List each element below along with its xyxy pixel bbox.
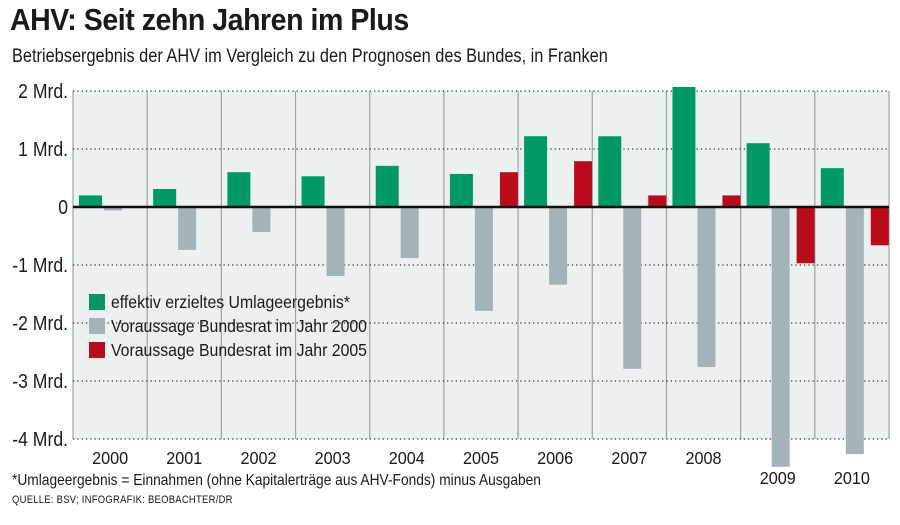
bar-voraussage-bundesrat-im-jahr-2005-2009: [796, 207, 815, 264]
bar-voraussage-bundesrat-im-jahr-2000-2009: [771, 207, 790, 467]
x-tick-label: 2004: [389, 448, 425, 468]
x-tick-label: 2001: [166, 448, 202, 468]
legend-swatch: [89, 294, 105, 310]
bar-voraussage-bundesrat-im-jahr-2000-2001: [178, 207, 197, 250]
y-tick-label: -3 Mrd.: [12, 370, 68, 392]
x-tick-label: 2005: [463, 448, 499, 468]
bar-effektiv-erzieltes-umlageergebnis-2001: [153, 189, 177, 207]
x-tick-label: 2008: [686, 448, 722, 468]
bar-voraussage-bundesrat-im-jahr-2005-2007: [648, 195, 667, 207]
bar-effektiv-erzieltes-umlageergebnis-2003: [301, 176, 325, 207]
bar-effektiv-erzieltes-umlageergebnis-2002: [227, 172, 251, 207]
x-tick-label: 2000: [92, 448, 128, 468]
legend: effektiv erzieltes Umlageergebnis* Voraus…: [89, 292, 367, 360]
source-credit: QUELLE: BSV; INFOGRAFIK: BEOBACHTER/DR: [12, 494, 233, 506]
chart-subtitle: Betriebsergebnis der AHV im Vergleich zu…: [12, 46, 608, 67]
bar-effektiv-erzieltes-umlageergebnis-2005: [449, 173, 473, 207]
y-tick-label: -4 Mrd.: [12, 428, 68, 450]
bar-effektiv-erzieltes-umlageergebnis-2000: [79, 195, 102, 207]
bar-voraussage-bundesrat-im-jahr-2000-2003: [326, 207, 345, 277]
bar-effektiv-erzieltes-umlageergebnis-2008: [672, 86, 696, 207]
y-tick-label: 2 Mrd.: [18, 80, 68, 102]
chart-title: AHV: Seit zehn Jahren im Plus: [10, 2, 409, 37]
y-tick-label: 0: [58, 196, 68, 218]
y-tick-label: -1 Mrd.: [12, 254, 68, 276]
bar-voraussage-bundesrat-im-jahr-2000-2004: [400, 207, 419, 259]
x-tick-label: 2002: [240, 448, 276, 468]
bar-voraussage-bundesrat-im-jahr-2000-2006: [549, 207, 568, 285]
bar-voraussage-bundesrat-im-jahr-2000-2010: [845, 207, 864, 455]
bar-voraussage-bundesrat-im-jahr-2000-2000: [104, 207, 122, 211]
bar-voraussage-bundesrat-im-jahr-2000-2007: [623, 207, 642, 369]
bar-effektiv-erzieltes-umlageergebnis-2006: [524, 136, 548, 207]
y-tick-label: 1 Mrd.: [18, 138, 68, 160]
legend-label: effektiv erzieltes Umlageergebnis*: [111, 292, 350, 312]
legend-swatch: [89, 318, 105, 334]
bar-voraussage-bundesrat-im-jahr-2005-2008: [722, 195, 741, 207]
bar-voraussage-bundesrat-im-jahr-2000-2002: [252, 207, 271, 232]
bar-effektiv-erzieltes-umlageergebnis-2010: [820, 168, 844, 207]
legend-swatch: [89, 342, 105, 358]
x-tick-label: 2009: [760, 468, 796, 488]
bar-effektiv-erzieltes-umlageergebnis-2009: [746, 143, 770, 207]
bar-effektiv-erzieltes-umlageergebnis-2007: [598, 136, 622, 207]
bars: [79, 86, 889, 467]
x-axis-ticks: 2000 2001 2002 2003 2004 2005 2006 2007 2008 2009…: [92, 448, 870, 488]
bar-voraussage-bundesrat-im-jahr-2005-2010: [870, 207, 889, 246]
x-tick-label: 2010: [834, 468, 870, 488]
y-axis-ticks: 2 Mrd. 1 Mrd. 0 -1 Mrd. -2 Mrd. -3 Mrd. -4 Mrd…: [12, 80, 68, 450]
x-tick-label: 2003: [315, 448, 351, 468]
footnote: *Umlageergebnis = Einnahmen (ohne Kapita…: [12, 472, 541, 489]
legend-label: Voraussage Bundesrat im Jahr 2000: [111, 316, 367, 336]
x-tick-label: 2007: [611, 448, 647, 468]
bar-effektiv-erzieltes-umlageergebnis-2004: [375, 165, 399, 207]
bar-voraussage-bundesrat-im-jahr-2000-2008: [697, 207, 716, 368]
y-tick-label: -2 Mrd.: [12, 312, 68, 334]
x-tick-label: 2006: [537, 448, 573, 468]
bar-voraussage-bundesrat-im-jahr-2005-2005: [499, 172, 518, 207]
bar-voraussage-bundesrat-im-jahr-2000-2005: [474, 207, 493, 311]
legend-label: Voraussage Bundesrat im Jahr 2005: [111, 340, 367, 360]
bar-voraussage-bundesrat-im-jahr-2005-2006: [574, 161, 593, 207]
